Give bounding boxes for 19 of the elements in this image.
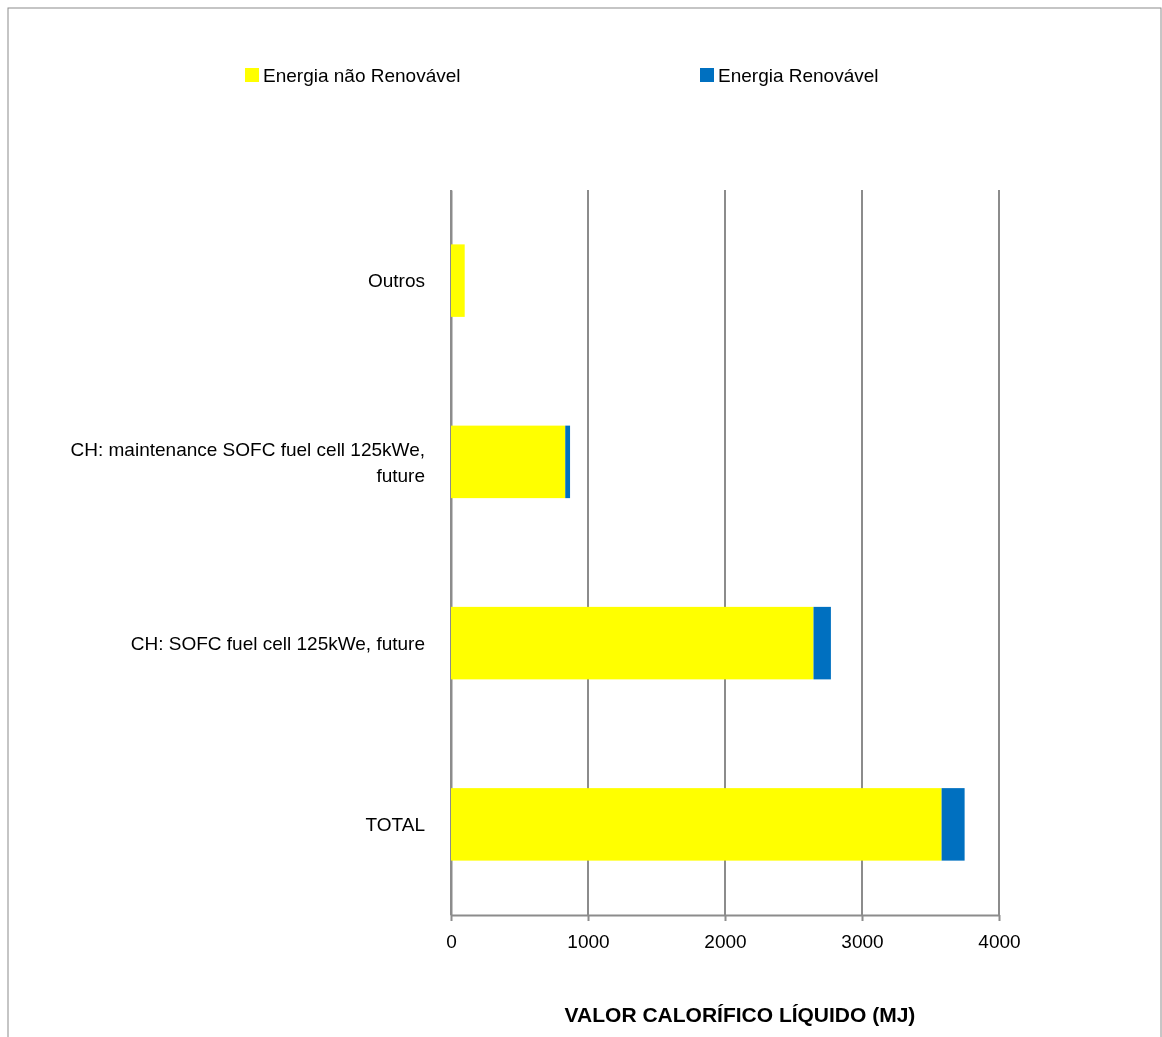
y-tick-label: CH: maintenance SOFC fuel cell 125kWe, future [70,438,425,486]
y-tick-label: CH: SOFC fuel cell 125kWe, future [130,632,425,654]
bar [451,788,942,861]
x-tick-label: 4000 [978,931,1021,953]
x-axis-title: VALOR CALORÍFICO LÍQUIDO (MJ) [564,1003,916,1026]
x-tick-label: 2000 [704,931,747,953]
legend-label: Energia Renovável [718,64,879,86]
bar [451,425,566,499]
x-tick-label: 0 [446,931,457,953]
y-tick-label: Outros [367,270,425,292]
bar [565,425,571,499]
y-tick-label: TOTAL [365,814,425,836]
bar [451,244,465,317]
legend-label: Energia não Renovável [263,64,461,86]
x-tick-label: 3000 [841,931,884,953]
bar [813,606,831,680]
x-tick-label: 1000 [567,931,610,953]
bar [941,788,965,861]
bar [451,606,814,680]
